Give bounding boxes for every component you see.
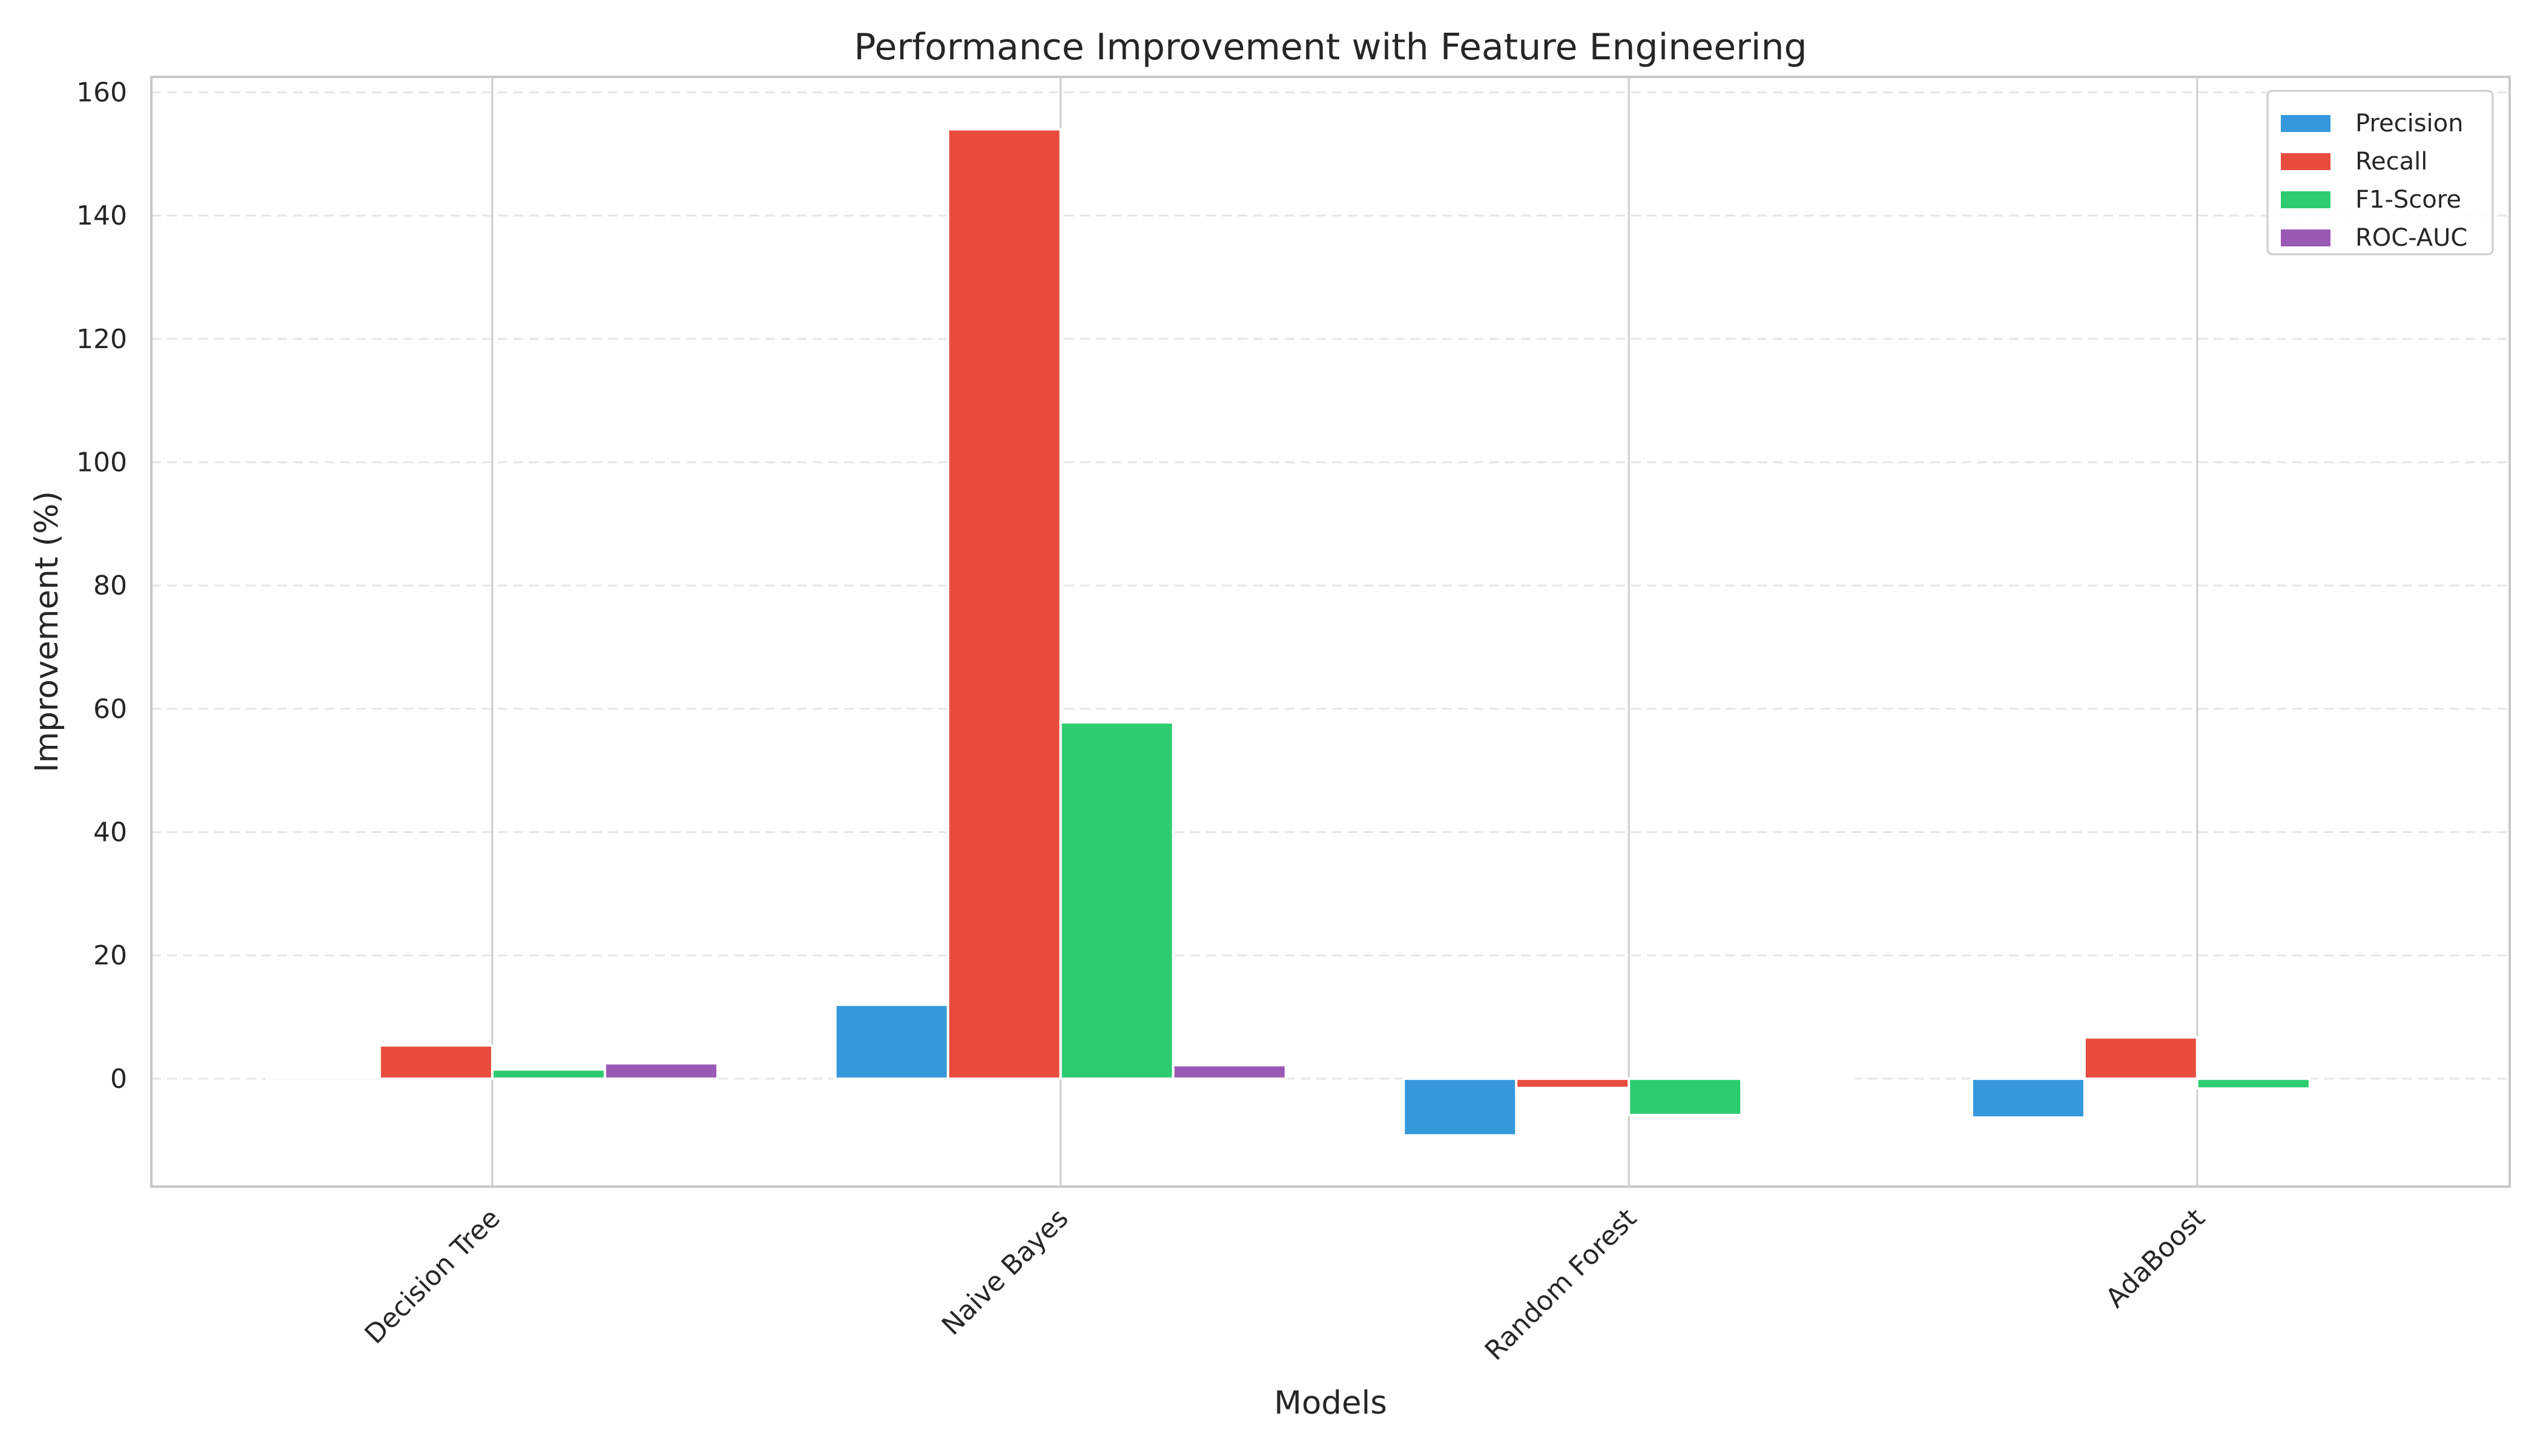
x-axis-label: Models xyxy=(1274,1385,1387,1421)
bar-precision xyxy=(1402,1077,1518,1137)
y-tick-label: 80 xyxy=(93,570,127,601)
legend-label: ROC-AUC xyxy=(2355,224,2467,252)
bar-f1-score xyxy=(2195,1077,2311,1090)
bar-roc-auc xyxy=(604,1062,719,1080)
bar-roc-auc xyxy=(1172,1064,1287,1080)
y-tick-label: 20 xyxy=(93,940,127,971)
legend-swatch xyxy=(2281,229,2330,246)
y-tick-label: 140 xyxy=(76,200,127,231)
bar-f1-score xyxy=(1059,721,1175,1080)
legend-swatch xyxy=(2281,191,2330,208)
y-tick-label: 0 xyxy=(110,1064,127,1095)
bar-f1-score xyxy=(1628,1077,1743,1116)
bar-recall xyxy=(1515,1077,1631,1090)
bar-precision xyxy=(266,1077,381,1082)
y-tick-label: 100 xyxy=(76,447,127,478)
bar-recall xyxy=(378,1044,494,1080)
legend-label: F1-Score xyxy=(2355,186,2461,214)
y-tick-label: 60 xyxy=(93,694,127,725)
bar-f1-score xyxy=(491,1068,607,1080)
bar-roc-auc xyxy=(1740,1077,1856,1082)
legend-swatch xyxy=(2281,153,2330,170)
y-tick-label: 40 xyxy=(93,817,127,848)
y-tick-label: 160 xyxy=(76,77,127,108)
bar-recall xyxy=(2083,1036,2198,1080)
bar-precision xyxy=(1970,1077,2086,1119)
y-tick-label: 120 xyxy=(76,324,127,355)
bar-precision xyxy=(834,1003,949,1080)
legend-swatch xyxy=(2281,115,2330,132)
y-axis-label: Improvement (%) xyxy=(28,491,65,772)
legend-label: Recall xyxy=(2355,148,2427,176)
chart-title: Performance Improvement with Feature Eng… xyxy=(854,26,1807,68)
bars xyxy=(266,128,2311,1137)
legend: Precision Recall F1-Score ROC-AUC xyxy=(2266,90,2494,255)
bar-recall xyxy=(946,128,1062,1080)
plot-frame xyxy=(150,76,2511,1188)
legend-label: Precision xyxy=(2355,110,2463,137)
